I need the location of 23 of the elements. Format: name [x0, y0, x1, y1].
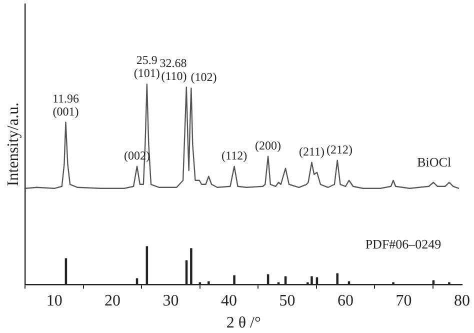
annotation: (112): [222, 148, 248, 162]
y-axis-title: Intensity/a.u.: [4, 102, 22, 186]
x-tick-label: 20: [104, 292, 121, 310]
x-tick-label: 80: [454, 292, 470, 310]
annotation: (212): [326, 142, 353, 156]
annotation: (102): [190, 70, 217, 84]
x-tick-label: 10: [46, 292, 62, 310]
x-tick-label: 70: [396, 292, 412, 310]
annotation: (211): [298, 144, 325, 158]
x-tick-label: 30: [162, 292, 179, 310]
annotation: (110): [161, 69, 187, 84]
annotation: 11.96: [52, 91, 80, 106]
x-tick-label: 60: [338, 292, 354, 310]
x-tick-label: 40: [221, 292, 238, 310]
annotation: (200): [255, 138, 282, 152]
x-axis-title: 2 θ /°: [226, 314, 261, 332]
annotation: 32.68: [160, 56, 187, 70]
series-label: BiOCl: [417, 154, 452, 170]
annotation: (001): [52, 104, 79, 118]
x-tick-label: 50: [279, 292, 296, 310]
text: PDF#06–0249: [365, 236, 442, 252]
annotation: 25.9: [136, 53, 158, 68]
annotation: (101): [134, 66, 160, 80]
